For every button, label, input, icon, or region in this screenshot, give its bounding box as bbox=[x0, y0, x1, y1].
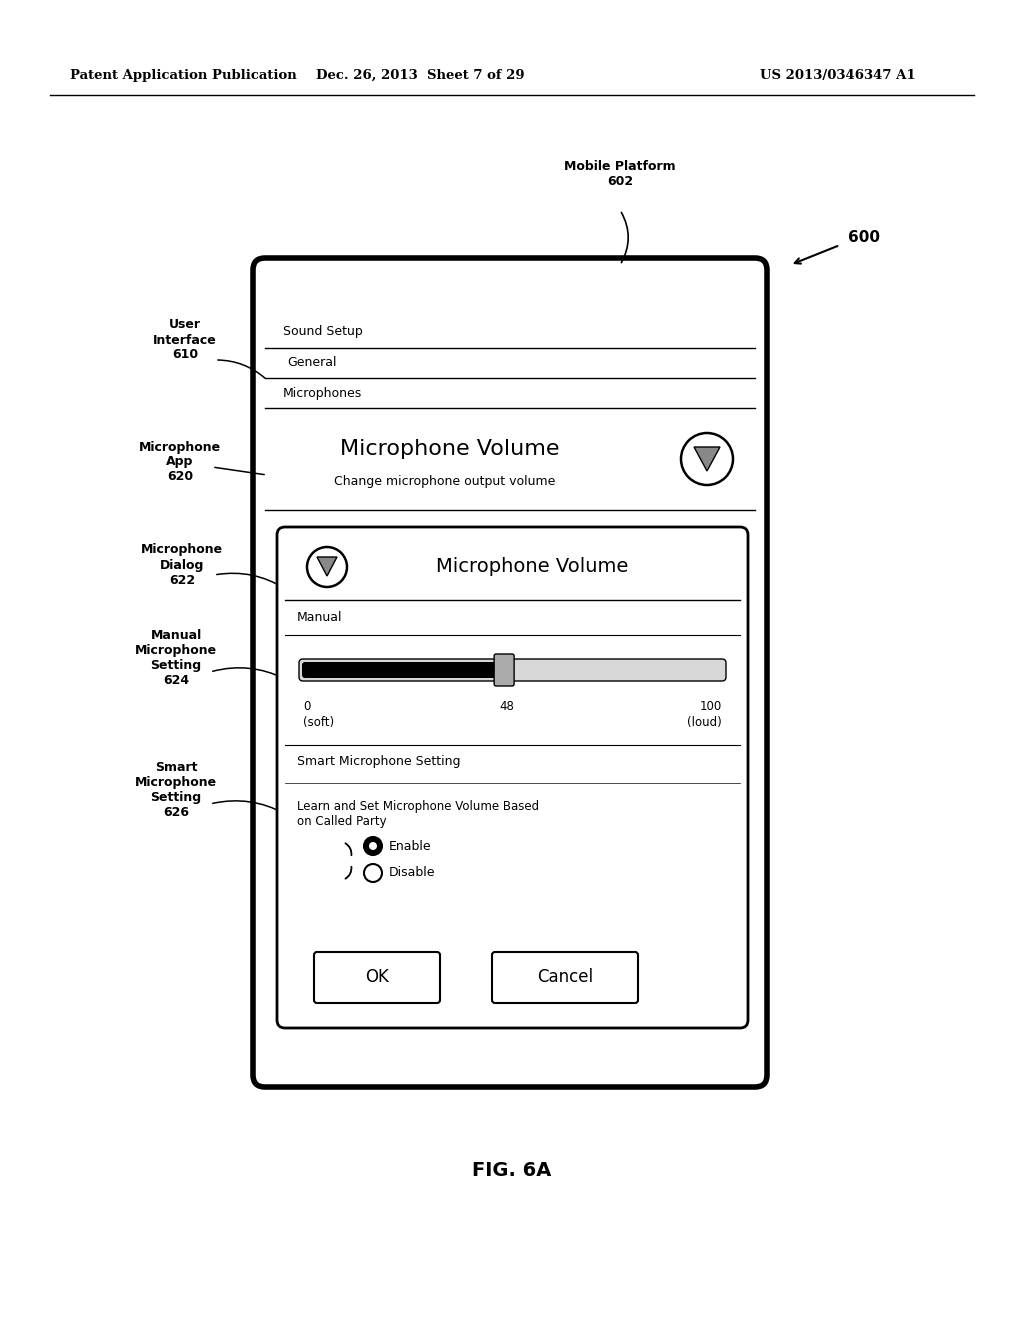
Text: 100: 100 bbox=[699, 700, 722, 713]
Text: Patent Application Publication: Patent Application Publication bbox=[70, 69, 297, 82]
Text: Microphone Volume: Microphone Volume bbox=[436, 557, 629, 577]
Text: User
Interface
610: User Interface 610 bbox=[154, 318, 217, 362]
Text: OK: OK bbox=[366, 969, 389, 986]
Text: Smart
Microphone
Setting
626: Smart Microphone Setting 626 bbox=[135, 762, 217, 818]
Text: 48: 48 bbox=[500, 700, 514, 713]
Text: Sound Setup: Sound Setup bbox=[283, 325, 362, 338]
Text: Microphones: Microphones bbox=[283, 387, 362, 400]
Circle shape bbox=[364, 865, 382, 882]
FancyBboxPatch shape bbox=[492, 952, 638, 1003]
Text: Dec. 26, 2013  Sheet 7 of 29: Dec. 26, 2013 Sheet 7 of 29 bbox=[315, 69, 524, 82]
Text: US 2013/0346347 A1: US 2013/0346347 A1 bbox=[760, 69, 915, 82]
Text: (loud): (loud) bbox=[687, 715, 722, 729]
Circle shape bbox=[364, 837, 382, 855]
Text: Smart Microphone Setting: Smart Microphone Setting bbox=[297, 755, 461, 768]
Text: Manual
Microphone
Setting
624: Manual Microphone Setting 624 bbox=[135, 630, 217, 686]
FancyBboxPatch shape bbox=[253, 257, 767, 1086]
Text: Mobile Platform
602: Mobile Platform 602 bbox=[564, 160, 676, 187]
Text: General: General bbox=[287, 356, 337, 370]
Text: Microphone Volume: Microphone Volume bbox=[340, 440, 560, 459]
FancyBboxPatch shape bbox=[495, 653, 514, 686]
Text: Learn and Set Microphone Volume Based
on Called Party: Learn and Set Microphone Volume Based on… bbox=[297, 800, 539, 828]
Circle shape bbox=[369, 842, 377, 850]
Text: Disable: Disable bbox=[389, 866, 435, 879]
Text: Microphone
Dialog
622: Microphone Dialog 622 bbox=[141, 544, 223, 586]
Polygon shape bbox=[317, 557, 337, 576]
Text: 600: 600 bbox=[848, 231, 880, 246]
Text: (soft): (soft) bbox=[303, 715, 334, 729]
Text: Microphone
App
620: Microphone App 620 bbox=[139, 441, 221, 483]
Text: Manual: Manual bbox=[297, 611, 342, 624]
Text: Enable: Enable bbox=[389, 840, 432, 853]
Text: Cancel: Cancel bbox=[537, 969, 593, 986]
FancyBboxPatch shape bbox=[278, 527, 748, 1028]
Text: FIG. 6A: FIG. 6A bbox=[472, 1160, 552, 1180]
FancyBboxPatch shape bbox=[314, 952, 440, 1003]
Text: Change microphone output volume: Change microphone output volume bbox=[334, 474, 556, 487]
Text: 0: 0 bbox=[303, 700, 310, 713]
Polygon shape bbox=[694, 447, 720, 471]
FancyBboxPatch shape bbox=[302, 663, 501, 678]
FancyBboxPatch shape bbox=[299, 659, 726, 681]
